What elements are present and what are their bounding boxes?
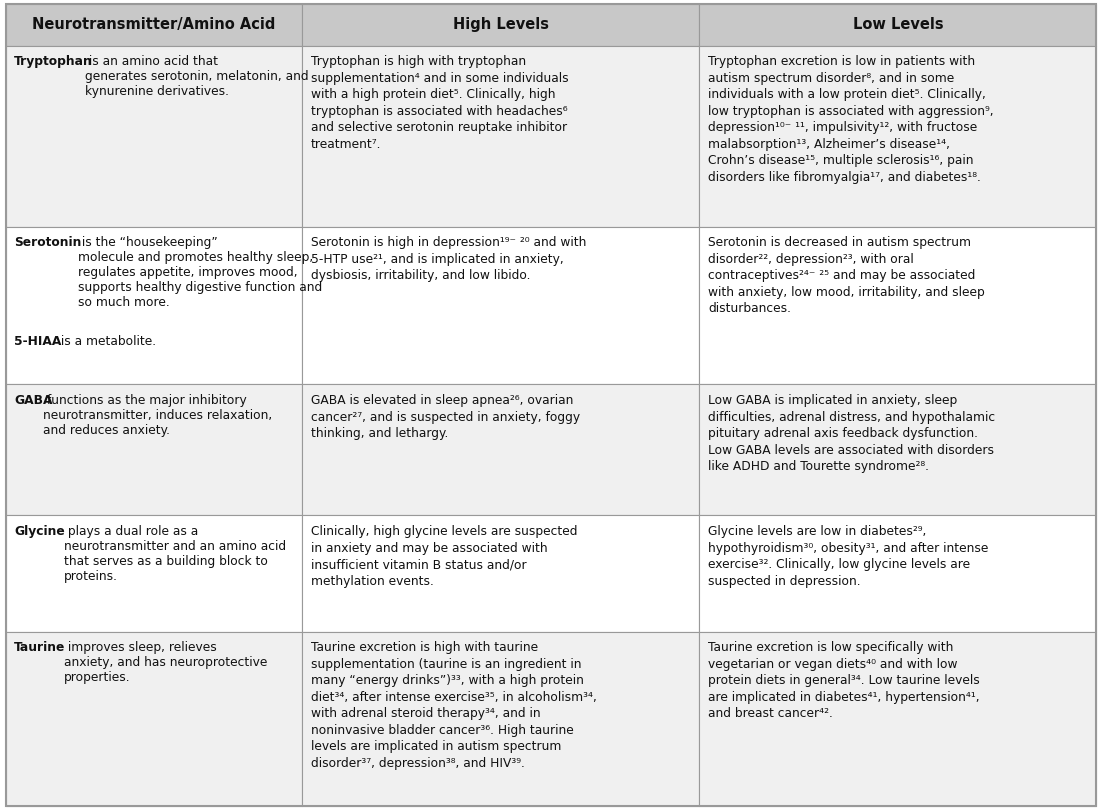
Bar xyxy=(6,515,302,632)
Text: GABA: GABA xyxy=(14,394,53,407)
Bar xyxy=(302,4,700,45)
Text: Taurine excretion is high with taurine
supplementation (taurine is an ingredient: Taurine excretion is high with taurine s… xyxy=(311,642,597,769)
Text: Glycine levels are low in diabetes²⁹,
hypothyroidism³⁰, obesity³¹, and after int: Glycine levels are low in diabetes²⁹, hy… xyxy=(709,525,988,588)
Text: Neurotransmitter/Amino Acid: Neurotransmitter/Amino Acid xyxy=(32,17,276,32)
Bar xyxy=(302,515,700,632)
Text: Tryptophan is high with tryptophan
supplementation⁴ and in some individuals
with: Tryptophan is high with tryptophan suppl… xyxy=(311,55,569,151)
Bar xyxy=(700,4,1096,45)
Text: Glycine: Glycine xyxy=(14,525,65,538)
Text: Low Levels: Low Levels xyxy=(853,17,943,32)
Text: functions as the major inhibitory
neurotransmitter, induces relaxation,
and redu: functions as the major inhibitory neurot… xyxy=(43,394,272,437)
Text: is a metabolite.: is a metabolite. xyxy=(57,335,156,348)
Bar xyxy=(302,45,700,227)
Bar xyxy=(700,385,1096,515)
Bar xyxy=(6,4,302,45)
Text: plays a dual role as a
neurotransmitter and an amino acid
that serves as a build: plays a dual role as a neurotransmitter … xyxy=(64,525,287,583)
Text: Clinically, high glycine levels are suspected
in anxiety and may be associated w: Clinically, high glycine levels are susp… xyxy=(311,525,577,588)
Text: Taurine excretion is low specifically with
vegetarian or vegan diets⁴⁰ and with : Taurine excretion is low specifically wi… xyxy=(709,642,980,720)
Bar xyxy=(302,385,700,515)
Text: Taurine: Taurine xyxy=(14,642,66,654)
Bar xyxy=(700,515,1096,632)
Text: Tryptophan: Tryptophan xyxy=(14,55,93,69)
Text: Low GABA is implicated in anxiety, sleep
difficulties, adrenal distress, and hyp: Low GABA is implicated in anxiety, sleep… xyxy=(709,394,995,473)
Bar xyxy=(700,632,1096,806)
Text: is the “housekeeping”
molecule and promotes healthy sleep,
regulates appetite, i: is the “housekeeping” molecule and promo… xyxy=(78,237,323,309)
Text: is an amino acid that
generates serotonin, melatonin, and
kynurenine derivatives: is an amino acid that generates serotoni… xyxy=(85,55,309,99)
Bar xyxy=(302,227,700,385)
Text: Serotonin: Serotonin xyxy=(14,237,82,249)
Bar xyxy=(6,385,302,515)
Text: Serotonin is decreased in autism spectrum
disorder²², depression²³, with oral
co: Serotonin is decreased in autism spectru… xyxy=(709,237,985,315)
Bar xyxy=(700,227,1096,385)
Bar xyxy=(6,632,302,806)
Text: 5-HIAA: 5-HIAA xyxy=(14,335,62,348)
Text: GABA is elevated in sleep apnea²⁶, ovarian
cancer²⁷, and is suspected in anxiety: GABA is elevated in sleep apnea²⁶, ovari… xyxy=(311,394,580,440)
Text: Serotonin is high in depression¹⁹⁻ ²⁰ and with
5-HTP use²¹, and is implicated in: Serotonin is high in depression¹⁹⁻ ²⁰ an… xyxy=(311,237,586,283)
Bar xyxy=(302,632,700,806)
Bar xyxy=(6,45,302,227)
Bar xyxy=(6,227,302,385)
Bar xyxy=(700,45,1096,227)
Text: Tryptophan excretion is low in patients with
autism spectrum disorder⁸, and in s: Tryptophan excretion is low in patients … xyxy=(709,55,994,184)
Text: High Levels: High Levels xyxy=(453,17,549,32)
Text: improves sleep, relieves
anxiety, and has neuroprotective
properties.: improves sleep, relieves anxiety, and ha… xyxy=(64,642,268,684)
